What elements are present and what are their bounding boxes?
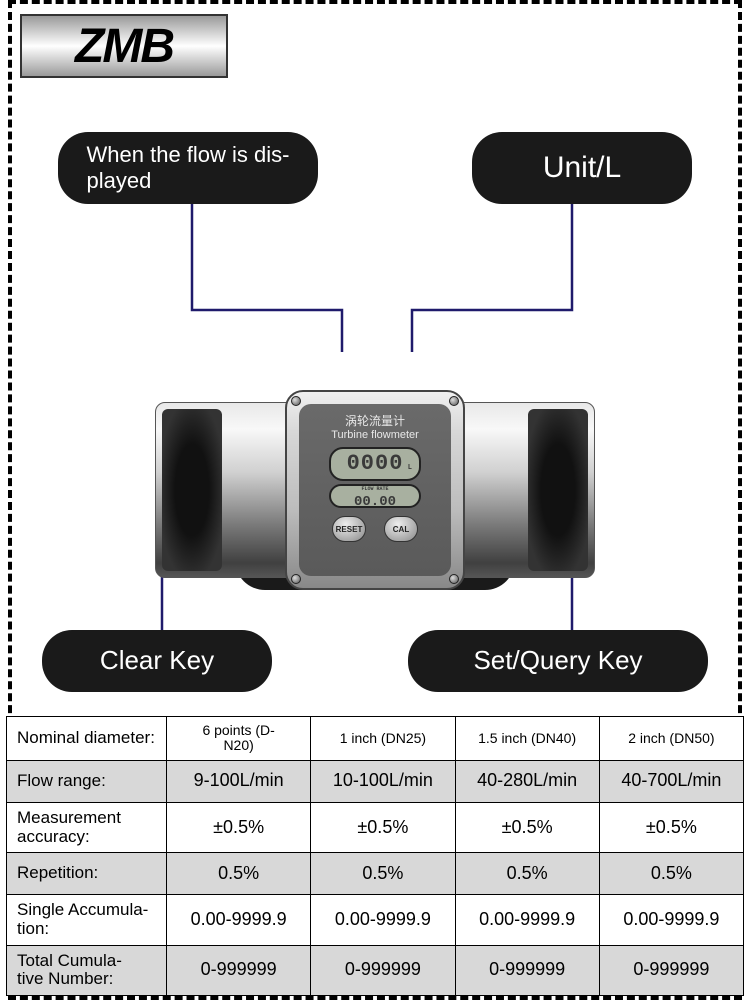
meter-title-en: Turbine flowmeter [309,429,441,441]
spec-table: Nominal diameter:6 points (D-N20)1 inch … [6,716,744,996]
table-row: Single Accumula-tion:0.00-9999.90.00-999… [7,895,744,945]
row-label: Flow range: [7,760,167,802]
table-cell: 0-999999 [599,945,743,995]
table-row: Nominal diameter:6 points (D-N20)1 inch … [7,717,744,761]
callout-unit-text: Unit/L [543,150,621,186]
table-row: Total Cumula-tive Number:0-9999990-99999… [7,945,744,995]
screw-icon [291,574,301,584]
callout-clear-key-text: Clear Key [100,645,214,676]
row-label: Repetition: [7,853,167,895]
table-cell: 0.5% [599,853,743,895]
table-cell: 0.5% [167,853,311,895]
table-row: Flow range:9-100L/min10-100L/min40-280L/… [7,760,744,802]
lcd-rate-label: FLOW RATE [331,486,419,492]
table-cell: 0-999999 [167,945,311,995]
table-cell: 1.5 inch (DN40) [455,717,599,761]
row-label: Single Accumula-tion: [7,895,167,945]
row-label: Total Cumula-tive Number: [7,945,167,995]
table-cell: ±0.5% [599,802,743,852]
meter-face: 涡轮流量计 Turbine flowmeter 0000 L FLOW RATE… [299,404,451,576]
screw-icon [449,396,459,406]
table-cell: 0-999999 [311,945,455,995]
brand-logo: ZMB [20,14,228,78]
table-cell: 0.5% [455,853,599,895]
table-cell: 0-999999 [455,945,599,995]
lcd-total-unit: L [408,453,413,483]
table-cell: ±0.5% [455,802,599,852]
brand-logo-text: ZMB [75,19,173,74]
pipe-left-bore [162,409,222,571]
table-row: Measurementaccuracy:±0.5%±0.5%±0.5%±0.5% [7,802,744,852]
table-cell: 1 inch (DN25) [311,717,455,761]
callout-unit: Unit/L [472,132,692,204]
table-cell: 0.5% [311,853,455,895]
cal-button-label: CAL [393,525,409,534]
flowmeter-device: 涡轮流量计 Turbine flowmeter 0000 L FLOW RATE… [155,390,595,590]
screw-icon [291,396,301,406]
callout-set-query-key-text: Set/Query Key [473,645,642,676]
lcd-total-value: 0000 [347,451,404,476]
callout-flow-display-text: When the flow is dis-played [87,142,290,195]
meter-title-cn: 涡轮流量计 [309,412,441,429]
reset-button[interactable]: RESET [332,516,366,542]
table-cell: 10-100L/min [311,760,455,802]
table-cell: 9-100L/min [167,760,311,802]
lcd-rate: FLOW RATE 00.00 [329,484,421,508]
table-cell: 0.00-9999.9 [455,895,599,945]
callout-flow-display: When the flow is dis-played [58,132,318,204]
pipe-left [155,402,305,578]
table-cell: 0.00-9999.9 [311,895,455,945]
table-cell: 0.00-9999.9 [167,895,311,945]
table-row: Repetition:0.5%0.5%0.5%0.5% [7,853,744,895]
lcd-total: 0000 L [329,447,421,481]
row-label: Measurementaccuracy: [7,802,167,852]
screw-icon [449,574,459,584]
diagram-area: When the flow is dis-played Unit/L Insta… [12,90,738,730]
table-cell: 2 inch (DN50) [599,717,743,761]
row-label: Nominal diameter: [7,717,167,761]
reset-button-label: RESET [336,525,363,534]
table-cell: 40-700L/min [599,760,743,802]
device-button-row: RESET CAL [309,516,441,542]
callout-set-query-key: Set/Query Key [408,630,708,692]
pipe-right [445,402,595,578]
meter-body: 涡轮流量计 Turbine flowmeter 0000 L FLOW RATE… [285,390,465,590]
callout-clear-key: Clear Key [42,630,272,692]
table-cell: ±0.5% [167,802,311,852]
table-cell: 40-280L/min [455,760,599,802]
cal-button[interactable]: CAL [384,516,418,542]
table-cell: 6 points (D-N20) [167,717,311,761]
lcd-rate-value: 00.00 [354,494,396,510]
table-cell: 0.00-9999.9 [599,895,743,945]
pipe-right-bore [528,409,588,571]
table-cell: ±0.5% [311,802,455,852]
